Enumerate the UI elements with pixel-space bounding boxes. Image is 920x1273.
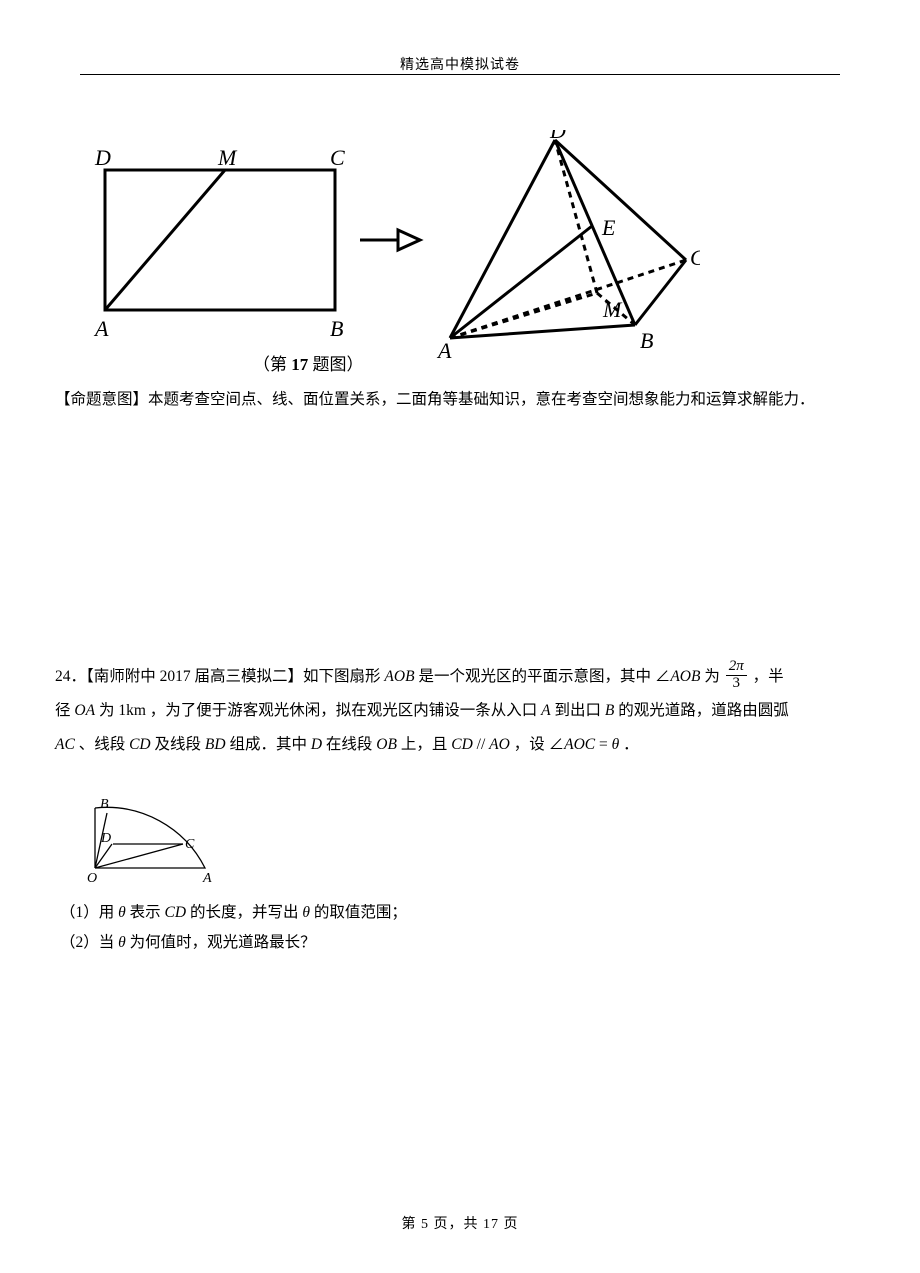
header-rule <box>80 74 840 75</box>
figure-17-left: D M C A B <box>93 145 345 341</box>
page-header: 精选高中模拟试卷 <box>0 54 920 74</box>
label-A: A <box>93 316 109 341</box>
figure-17-svg: D M C A B <box>80 130 700 360</box>
label-D3: D <box>100 831 111 846</box>
label-M2: M <box>602 297 623 322</box>
figure-caption: （第 17 题图） <box>253 350 364 375</box>
label-D: D <box>94 145 111 170</box>
page-footer: 第 5 页，共 17 页 <box>0 1213 920 1233</box>
label-C: C <box>330 145 345 170</box>
page: 精选高中模拟试卷 D M C A B <box>0 0 920 1273</box>
label-D2: D <box>549 130 566 143</box>
sub-q-2: （2）当 θ 为何值时，观光道路最长？ <box>60 928 865 958</box>
label-B2: B <box>640 328 653 353</box>
label-B3: B <box>100 797 109 812</box>
figure-17-right: D E C M B A <box>436 130 700 360</box>
question-24-subparts: （1）用 θ 表示 CD 的长度，并写出 θ 的取值范围； （2）当 θ 为何值… <box>60 898 865 958</box>
label-M: M <box>217 145 238 170</box>
question-intent: 【命题意图】本题考查空间点、线、面位置关系，二面角等基础知识，意在考查空间想象能… <box>55 385 865 414</box>
figure-17: D M C A B <box>80 130 700 350</box>
label-E: E <box>601 215 616 240</box>
question-24: 24．【南师附中 2017 届高三模拟二】如下图扇形 AOB 是一个观光区的平面… <box>55 660 865 762</box>
question-24-diagram: B D C O A <box>75 796 235 891</box>
label-C3: C <box>185 837 195 852</box>
sub-q-1: （1）用 θ 表示 CD 的长度，并写出 θ 的取值范围； <box>60 898 865 928</box>
fold-arrow-icon <box>360 230 420 250</box>
label-O: O <box>87 871 97 886</box>
label-B: B <box>330 316 343 341</box>
label-A3: A <box>202 871 212 886</box>
label-A2: A <box>436 338 452 360</box>
label-C2: C <box>690 245 700 270</box>
